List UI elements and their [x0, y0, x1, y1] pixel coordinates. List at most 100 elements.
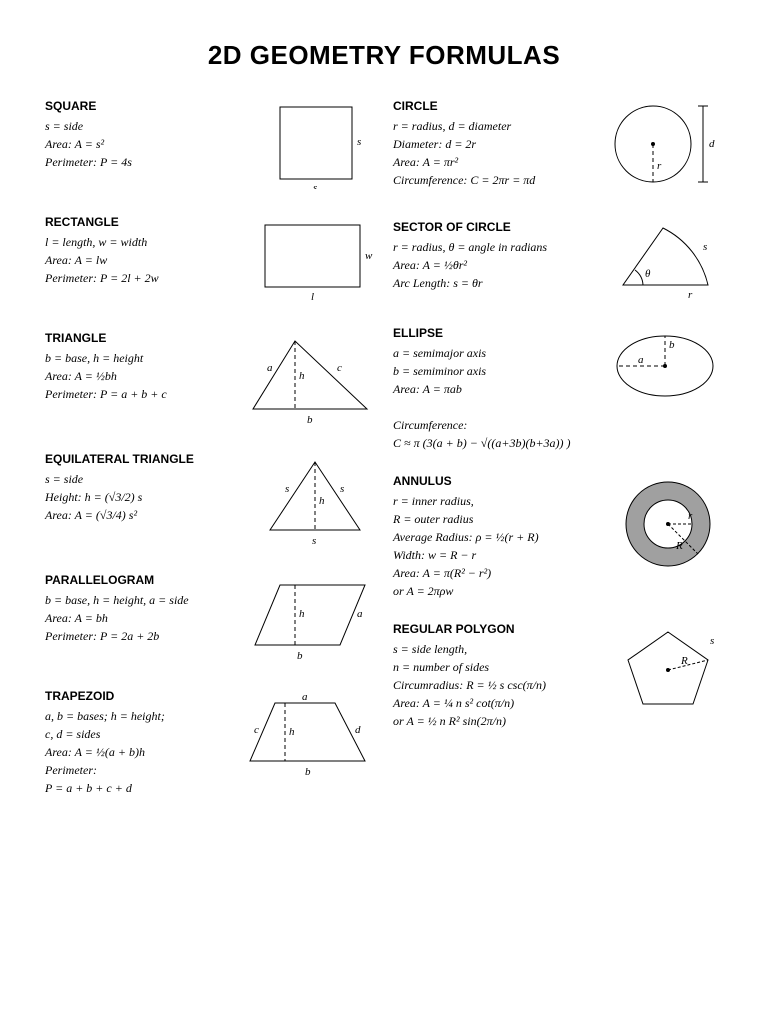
triangle-diagram: a h c b [245, 331, 375, 430]
formula-line: Arc Length: s = θr [393, 274, 598, 292]
svg-text:l: l [311, 291, 314, 303]
formula-line: Perimeter: P = a + b + c [45, 385, 235, 403]
shape-name: SECTOR OF CIRCLE [393, 220, 598, 234]
right-column: CIRCLE r = radius, d = diameter Diameter… [393, 99, 723, 819]
svg-text:θ: θ [645, 268, 651, 280]
svg-text:R: R [675, 540, 683, 552]
svg-text:b: b [307, 414, 313, 426]
shape-name: TRAPEZOID [45, 689, 230, 703]
formula-line: r = inner radius, [393, 492, 608, 510]
formula-line: b = base, h = height [45, 349, 235, 367]
formula-line: or A = 2πρw [393, 582, 608, 600]
formula-line: Circumradius: R = ½ s csc(π/n) [393, 676, 603, 694]
formula-line: Area: A = πr² [393, 153, 598, 171]
columns: SQUARE s = side Area: A = s² Perimeter: … [45, 99, 723, 819]
formula-line: Area: A = ¼ n s² cot(π/n) [393, 694, 603, 712]
polygon-diagram: R s [613, 622, 723, 721]
formula-line: Area: A = ½bh [45, 367, 235, 385]
shape-name: ANNULUS [393, 474, 608, 488]
formula-line: Area: A = (√3/4) s² [45, 506, 245, 524]
item-trapezoid: TRAPEZOID a, b = bases; h = height; c, d… [45, 689, 375, 797]
formula-line: s = side [45, 470, 245, 488]
svg-text:a: a [638, 354, 644, 366]
formula-line: R = outer radius [393, 510, 608, 528]
svg-text:a: a [357, 608, 363, 620]
formula-line: c, d = sides [45, 725, 230, 743]
formula-line: Circumference: C = 2πr = πd [393, 171, 598, 189]
trapezoid-diagram: a c h d b [240, 689, 375, 783]
svg-text:r: r [657, 160, 662, 172]
formula-line: Perimeter: P = 4s [45, 153, 255, 171]
svg-text:h: h [299, 370, 305, 382]
shape-name: EQUILATERAL TRIANGLE [45, 452, 245, 466]
formula-line: Perimeter: [45, 761, 230, 779]
left-column: SQUARE s = side Area: A = s² Perimeter: … [45, 99, 375, 819]
formula-line: Area: A = ½(a + b)h [45, 743, 230, 761]
square-diagram: s s [265, 99, 375, 193]
svg-text:r: r [688, 510, 693, 522]
svg-text:s: s [312, 535, 316, 547]
formula-line: r = radius, θ = angle in radians [393, 238, 598, 256]
shape-name: TRIANGLE [45, 331, 235, 345]
svg-text:d: d [355, 724, 361, 736]
formula-line: P = a + b + c + d [45, 779, 230, 797]
shape-name: PARALLELOGRAM [45, 573, 235, 587]
svg-text:r: r [688, 289, 693, 300]
formula-line: a, b = bases; h = height; [45, 707, 230, 725]
item-ellipse: ELLIPSE a = semimajor axis b = semiminor… [393, 326, 723, 452]
svg-text:s: s [357, 136, 361, 148]
shape-name: RECTANGLE [45, 215, 245, 229]
formula-line: Area: A = π(R² − r²) [393, 564, 608, 582]
item-eq-triangle: EQUILATERAL TRIANGLE s = side Height: h … [45, 452, 375, 551]
svg-text:c: c [337, 362, 342, 374]
page-title: 2D GEOMETRY FORMULAS [45, 40, 723, 71]
svg-text:R: R [680, 655, 688, 667]
item-parallelogram: PARALLELOGRAM b = base, h = height, a = … [45, 573, 375, 667]
annulus-diagram: r R [618, 474, 723, 578]
parallelogram-diagram: h a b [245, 573, 375, 667]
formula-line: Diameter: d = 2r [393, 135, 598, 153]
svg-text:h: h [299, 608, 305, 620]
formula-line: Area: A = lw [45, 251, 245, 269]
formula-line: r = radius, d = diameter [393, 117, 598, 135]
svg-text:c: c [254, 724, 259, 736]
svg-text:s: s [285, 483, 289, 495]
eq-triangle-diagram: s s h s [255, 452, 375, 551]
formula-line: Area: A = bh [45, 609, 235, 627]
formula-line: C ≈ π (3(a + b) − √((a+3b)(b+3a)) ) [393, 434, 598, 452]
formula-line: l = length, w = width [45, 233, 245, 251]
item-sector: SECTOR OF CIRCLE r = radius, θ = angle i… [393, 220, 723, 304]
shape-name: SQUARE [45, 99, 255, 113]
formula-line: b = base, h = height, a = side [45, 591, 235, 609]
formula-line: a = semimajor axis [393, 344, 598, 362]
formula-line: s = side length, [393, 640, 603, 658]
formula-line: Area: A = s² [45, 135, 255, 153]
svg-text:b: b [305, 766, 311, 778]
formula-line: Perimeter: P = 2a + 2b [45, 627, 235, 645]
formula-line: n = number of sides [393, 658, 603, 676]
item-regular-polygon: REGULAR POLYGON s = side length, n = num… [393, 622, 723, 730]
formula-line: Width: w = R − r [393, 546, 608, 564]
svg-text:b: b [297, 650, 303, 662]
shape-name: REGULAR POLYGON [393, 622, 603, 636]
formula-line: Average Radius: ρ = ½(r + R) [393, 528, 608, 546]
sector-diagram: θ s r [608, 220, 723, 304]
formula-line: Perimeter: P = 2l + 2w [45, 269, 245, 287]
svg-text:h: h [319, 495, 325, 507]
formula-line: Height: h = (√3/2) s [45, 488, 245, 506]
formula-line [393, 398, 598, 416]
formula-line: b = semiminor axis [393, 362, 598, 380]
shape-name: CIRCLE [393, 99, 598, 113]
svg-text:s: s [710, 635, 714, 647]
formula-line: Area: A = ½θr² [393, 256, 598, 274]
formula-line: s = side [45, 117, 255, 135]
circle-diagram: r d [608, 99, 723, 198]
svg-text:s: s [340, 483, 344, 495]
item-annulus: ANNULUS r = inner radius, R = outer radi… [393, 474, 723, 600]
svg-text:w: w [365, 250, 373, 262]
item-square: SQUARE s = side Area: A = s² Perimeter: … [45, 99, 375, 193]
formula-line: Area: A = πab [393, 380, 598, 398]
svg-text:a: a [267, 362, 273, 374]
shape-name: ELLIPSE [393, 326, 598, 340]
item-circle: CIRCLE r = radius, d = diameter Diameter… [393, 99, 723, 198]
